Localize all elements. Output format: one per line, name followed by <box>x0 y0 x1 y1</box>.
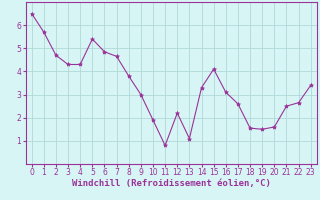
X-axis label: Windchill (Refroidissement éolien,°C): Windchill (Refroidissement éolien,°C) <box>72 179 271 188</box>
